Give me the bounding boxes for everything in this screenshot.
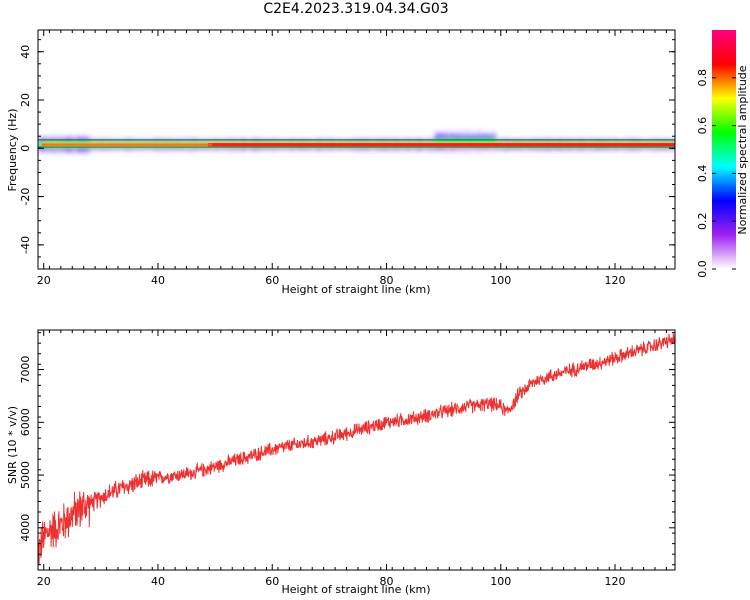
spectrogram-cell <box>436 139 439 145</box>
spectrogram-cell <box>454 138 457 145</box>
spectrogram-x-tick-label: 100 <box>490 274 511 287</box>
snr-x-tick-label: 20 <box>37 575 51 588</box>
colorbar-tick-label: 0.8 <box>696 69 709 87</box>
spectrogram-cell <box>488 139 491 145</box>
snr-x-axis-label: Height of straight line (km) <box>281 583 430 596</box>
colorbar-tick-label: 0.4 <box>696 165 709 183</box>
colorbar-tick-label: 0.2 <box>696 212 709 230</box>
spectrogram-cell <box>482 139 485 144</box>
snr-x-tick-label: 40 <box>151 575 165 588</box>
spectrogram-cell <box>480 138 483 145</box>
snr-y-tick-label: 4000 <box>19 514 32 542</box>
colorbar-ticks: 0.0 0.2 0.4 0.6 0.8 <box>696 69 736 278</box>
spectrogram-cell <box>452 138 455 145</box>
spectrogram-cell <box>458 138 461 145</box>
spectrogram-cell <box>434 138 437 145</box>
spectrogram-cell <box>40 142 43 147</box>
snr-y-tick-label: 6000 <box>19 408 32 436</box>
snr-panel: 20 40 60 80 100 120 7000 6000 5000 4000 Height of… <box>6 329 676 596</box>
spectrogram-cell <box>438 138 441 145</box>
spectrogram-y-tick-label: 40 <box>19 45 32 59</box>
colorbar-label: Normalized spectral amplitude <box>736 65 749 234</box>
snr-series-line <box>38 333 675 565</box>
snr-y-axis-label: SNR (10 * v/v) <box>6 406 19 484</box>
snr-y-tick-label: 7000 <box>19 356 32 384</box>
spectrogram-cell <box>462 139 465 145</box>
spectrogram-panel: 20 40 60 80 100 120 40 20 0 -20 -40 Height of stra… <box>6 29 676 296</box>
spectrogram-y-tick-label: -20 <box>19 188 32 206</box>
spectrogram-cell <box>494 138 497 146</box>
spectrogram-cell <box>466 138 469 145</box>
spectrogram-cell <box>446 138 449 145</box>
snr-x-tick-label: 80 <box>379 575 393 588</box>
spectrogram-cell <box>442 138 445 145</box>
colorbar-tick-label: 0.6 <box>696 117 709 135</box>
snr-x-tick-label: 120 <box>605 575 626 588</box>
colorbar-tick-label: 0.0 <box>696 260 709 278</box>
spectrogram-x-tick-label: 80 <box>379 274 393 287</box>
spectrogram-x-tick-label: 120 <box>605 274 626 287</box>
spectrogram-cell <box>460 139 463 145</box>
spectrogram-cell <box>38 142 41 148</box>
spectrogram-cell <box>490 138 493 145</box>
spectrogram-cell <box>450 138 453 145</box>
spectrogram-cell <box>448 138 451 145</box>
colorbar-gradient <box>712 30 736 269</box>
spectrogram-ticks: 20 40 60 80 100 120 40 20 0 -20 -40 <box>19 30 675 287</box>
spectrogram-cell <box>440 138 443 145</box>
spectrogram-cell <box>470 138 473 145</box>
figure-title: C2E4.2023.319.04.34.G03 <box>263 1 449 17</box>
spectrogram-cell <box>478 138 481 145</box>
spectrogram-ridge-red-left <box>42 143 212 146</box>
snr-x-tick-label: 60 <box>265 575 279 588</box>
colorbar: 0.0 0.2 0.4 0.6 0.8 Normalized spectral ampl… <box>696 30 749 278</box>
snr-x-tick-label: 100 <box>490 575 511 588</box>
spectrogram-x-axis-label: Height of straight line (km) <box>281 283 430 296</box>
spectrogram-y-axis-label: Frequency (Hz) <box>6 109 19 192</box>
spectrogram-x-tick-label: 40 <box>151 274 165 287</box>
spectrogram-y-tick-label: 20 <box>19 93 32 107</box>
spectrogram-cell <box>468 139 471 145</box>
spectrogram-y-tick-label: -40 <box>19 236 32 254</box>
spectrogram-cell <box>474 138 477 145</box>
spectrogram-cell <box>464 139 467 145</box>
spectrogram-frame <box>37 29 676 270</box>
snr-y-tick-label: 5000 <box>19 461 32 489</box>
spectrogram-cell <box>456 138 459 145</box>
spectrogram-heatmap <box>38 128 675 157</box>
spectrogram-cell <box>486 138 489 146</box>
spectrogram-x-tick-label: 60 <box>265 274 279 287</box>
spectrogram-cell <box>472 138 475 145</box>
spectrogram-ridge-red <box>208 143 675 147</box>
spectrogram-cell <box>476 138 479 145</box>
snr-frame <box>37 329 676 571</box>
spectrogram-cell <box>492 138 495 145</box>
snr-ticks: 20 40 60 80 100 120 7000 6000 5000 4000 <box>19 330 675 588</box>
spectrogram-y-tick-label: 0 <box>19 145 32 152</box>
spectrogram-cell <box>484 138 487 145</box>
spectrogram-glow <box>38 128 675 157</box>
spectrogram-x-tick-label: 20 <box>37 274 51 287</box>
spectrogram-cell <box>444 138 447 145</box>
